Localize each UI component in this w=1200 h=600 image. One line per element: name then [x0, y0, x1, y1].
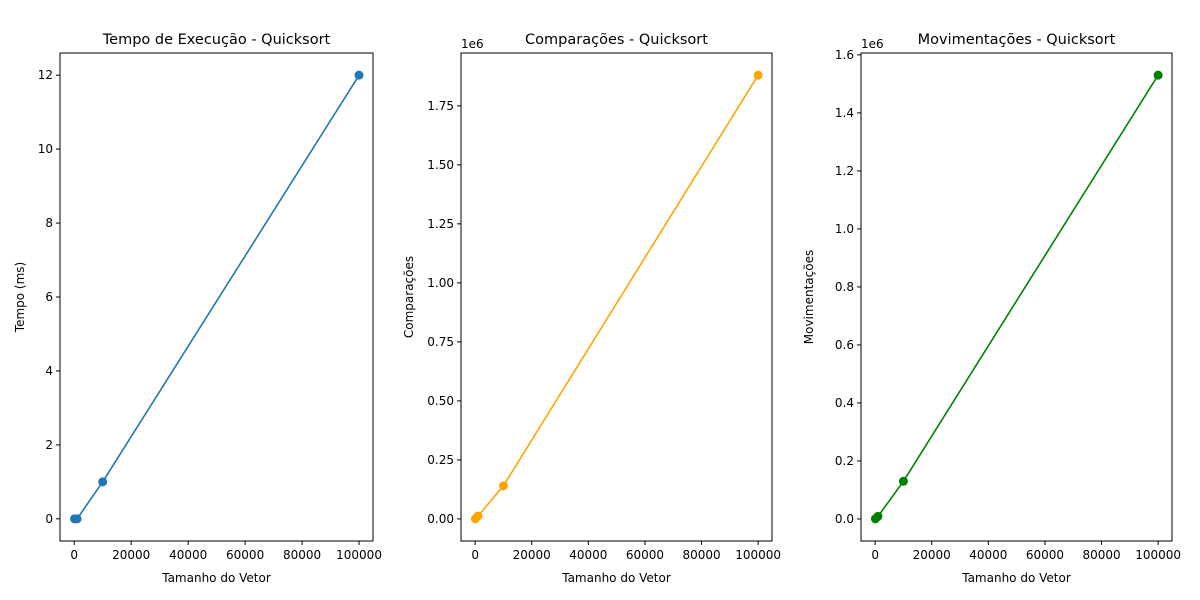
data-point — [354, 70, 364, 80]
y-tick-label: 0.0 — [835, 512, 854, 526]
data-point — [98, 477, 108, 487]
y-tick-label: 1.0 — [835, 222, 854, 236]
panel-movimentacoes: Movimentações - Quicksort 1e6 Tamanho do… — [802, 32, 1181, 585]
data-point — [498, 481, 508, 491]
x-tick-label: 40000 — [969, 548, 1007, 562]
x-tick-label: 0 — [471, 548, 479, 562]
x-tick-label: 80000 — [682, 548, 720, 562]
panel-comparacoes: Comparações - Quicksort 1e6 Tamanho do V… — [402, 32, 781, 585]
y-tick-label: 0 — [45, 512, 53, 526]
y-tick-label: 12 — [38, 68, 53, 82]
y-tick-label: 0.50 — [427, 394, 454, 408]
x-tick-label: 0 — [70, 548, 78, 562]
y-tick-label: 0.6 — [835, 338, 854, 352]
data-point — [898, 476, 908, 486]
y-tick-label: 6 — [45, 290, 53, 304]
axes-frame — [460, 52, 773, 542]
y-tick-label: 2 — [45, 438, 53, 452]
data-point — [473, 511, 483, 521]
y-axis-label: Movimentações — [802, 250, 816, 344]
axes-frame — [860, 52, 1173, 542]
panel-title: Movimentações - Quicksort — [918, 32, 1116, 48]
y-tick-label: 1.50 — [427, 158, 454, 172]
x-tick-label: 60000 — [226, 548, 264, 562]
y-tick-label: 1.00 — [427, 276, 454, 290]
panel-tempo: Tempo de Execução - Quicksort Tamanho do… — [13, 32, 382, 585]
x-tick-label: 20000 — [112, 548, 150, 562]
x-tick-label: 100000 — [1135, 548, 1181, 562]
x-tick-label: 60000 — [1026, 548, 1064, 562]
y-axis-label: Tempo (ms) — [13, 262, 27, 333]
x-tick-label: 20000 — [513, 548, 551, 562]
y-tick-label: 0.8 — [835, 280, 854, 294]
panel-title: Tempo de Execução - Quicksort — [102, 32, 331, 48]
y-tick-label: 4 — [45, 364, 53, 378]
x-tick-label: 80000 — [283, 548, 321, 562]
y-tick-label: 8 — [45, 216, 53, 230]
y-offset-text: 1e6 — [861, 37, 884, 51]
data-point — [1153, 70, 1163, 80]
y-tick-label: 0.00 — [427, 512, 454, 526]
y-tick-label: 0.4 — [835, 396, 854, 410]
y-tick-label: 1.2 — [835, 164, 854, 178]
x-tick-label: 20000 — [913, 548, 951, 562]
x-tick-label: 100000 — [336, 548, 382, 562]
data-point — [753, 70, 763, 80]
y-tick-label: 10 — [38, 142, 53, 156]
x-tick-label: 40000 — [569, 548, 607, 562]
x-tick-label: 60000 — [626, 548, 664, 562]
y-tick-label: 0.2 — [835, 454, 854, 468]
x-axis-label: Tamanho do Vetor — [561, 571, 671, 585]
y-axis-label: Comparações — [402, 256, 416, 338]
x-axis-label: Tamanho do Vetor — [161, 571, 271, 585]
x-tick-label: 0 — [871, 548, 879, 562]
y-tick-label: 1.6 — [835, 48, 854, 62]
data-point — [873, 511, 883, 521]
y-tick-label: 1.4 — [835, 106, 854, 120]
data-point — [72, 514, 82, 524]
y-tick-label: 0.75 — [427, 335, 454, 349]
x-axis-label: Tamanho do Vetor — [961, 571, 1071, 585]
y-tick-label: 1.25 — [427, 217, 454, 231]
y-tick-label: 0.25 — [427, 453, 454, 467]
y-tick-label: 1.75 — [427, 99, 454, 113]
x-tick-label: 40000 — [169, 548, 207, 562]
x-tick-label: 100000 — [735, 548, 781, 562]
y-offset-text: 1e6 — [461, 37, 484, 51]
x-tick-label: 80000 — [1082, 548, 1120, 562]
panel-title: Comparações - Quicksort — [525, 32, 708, 48]
